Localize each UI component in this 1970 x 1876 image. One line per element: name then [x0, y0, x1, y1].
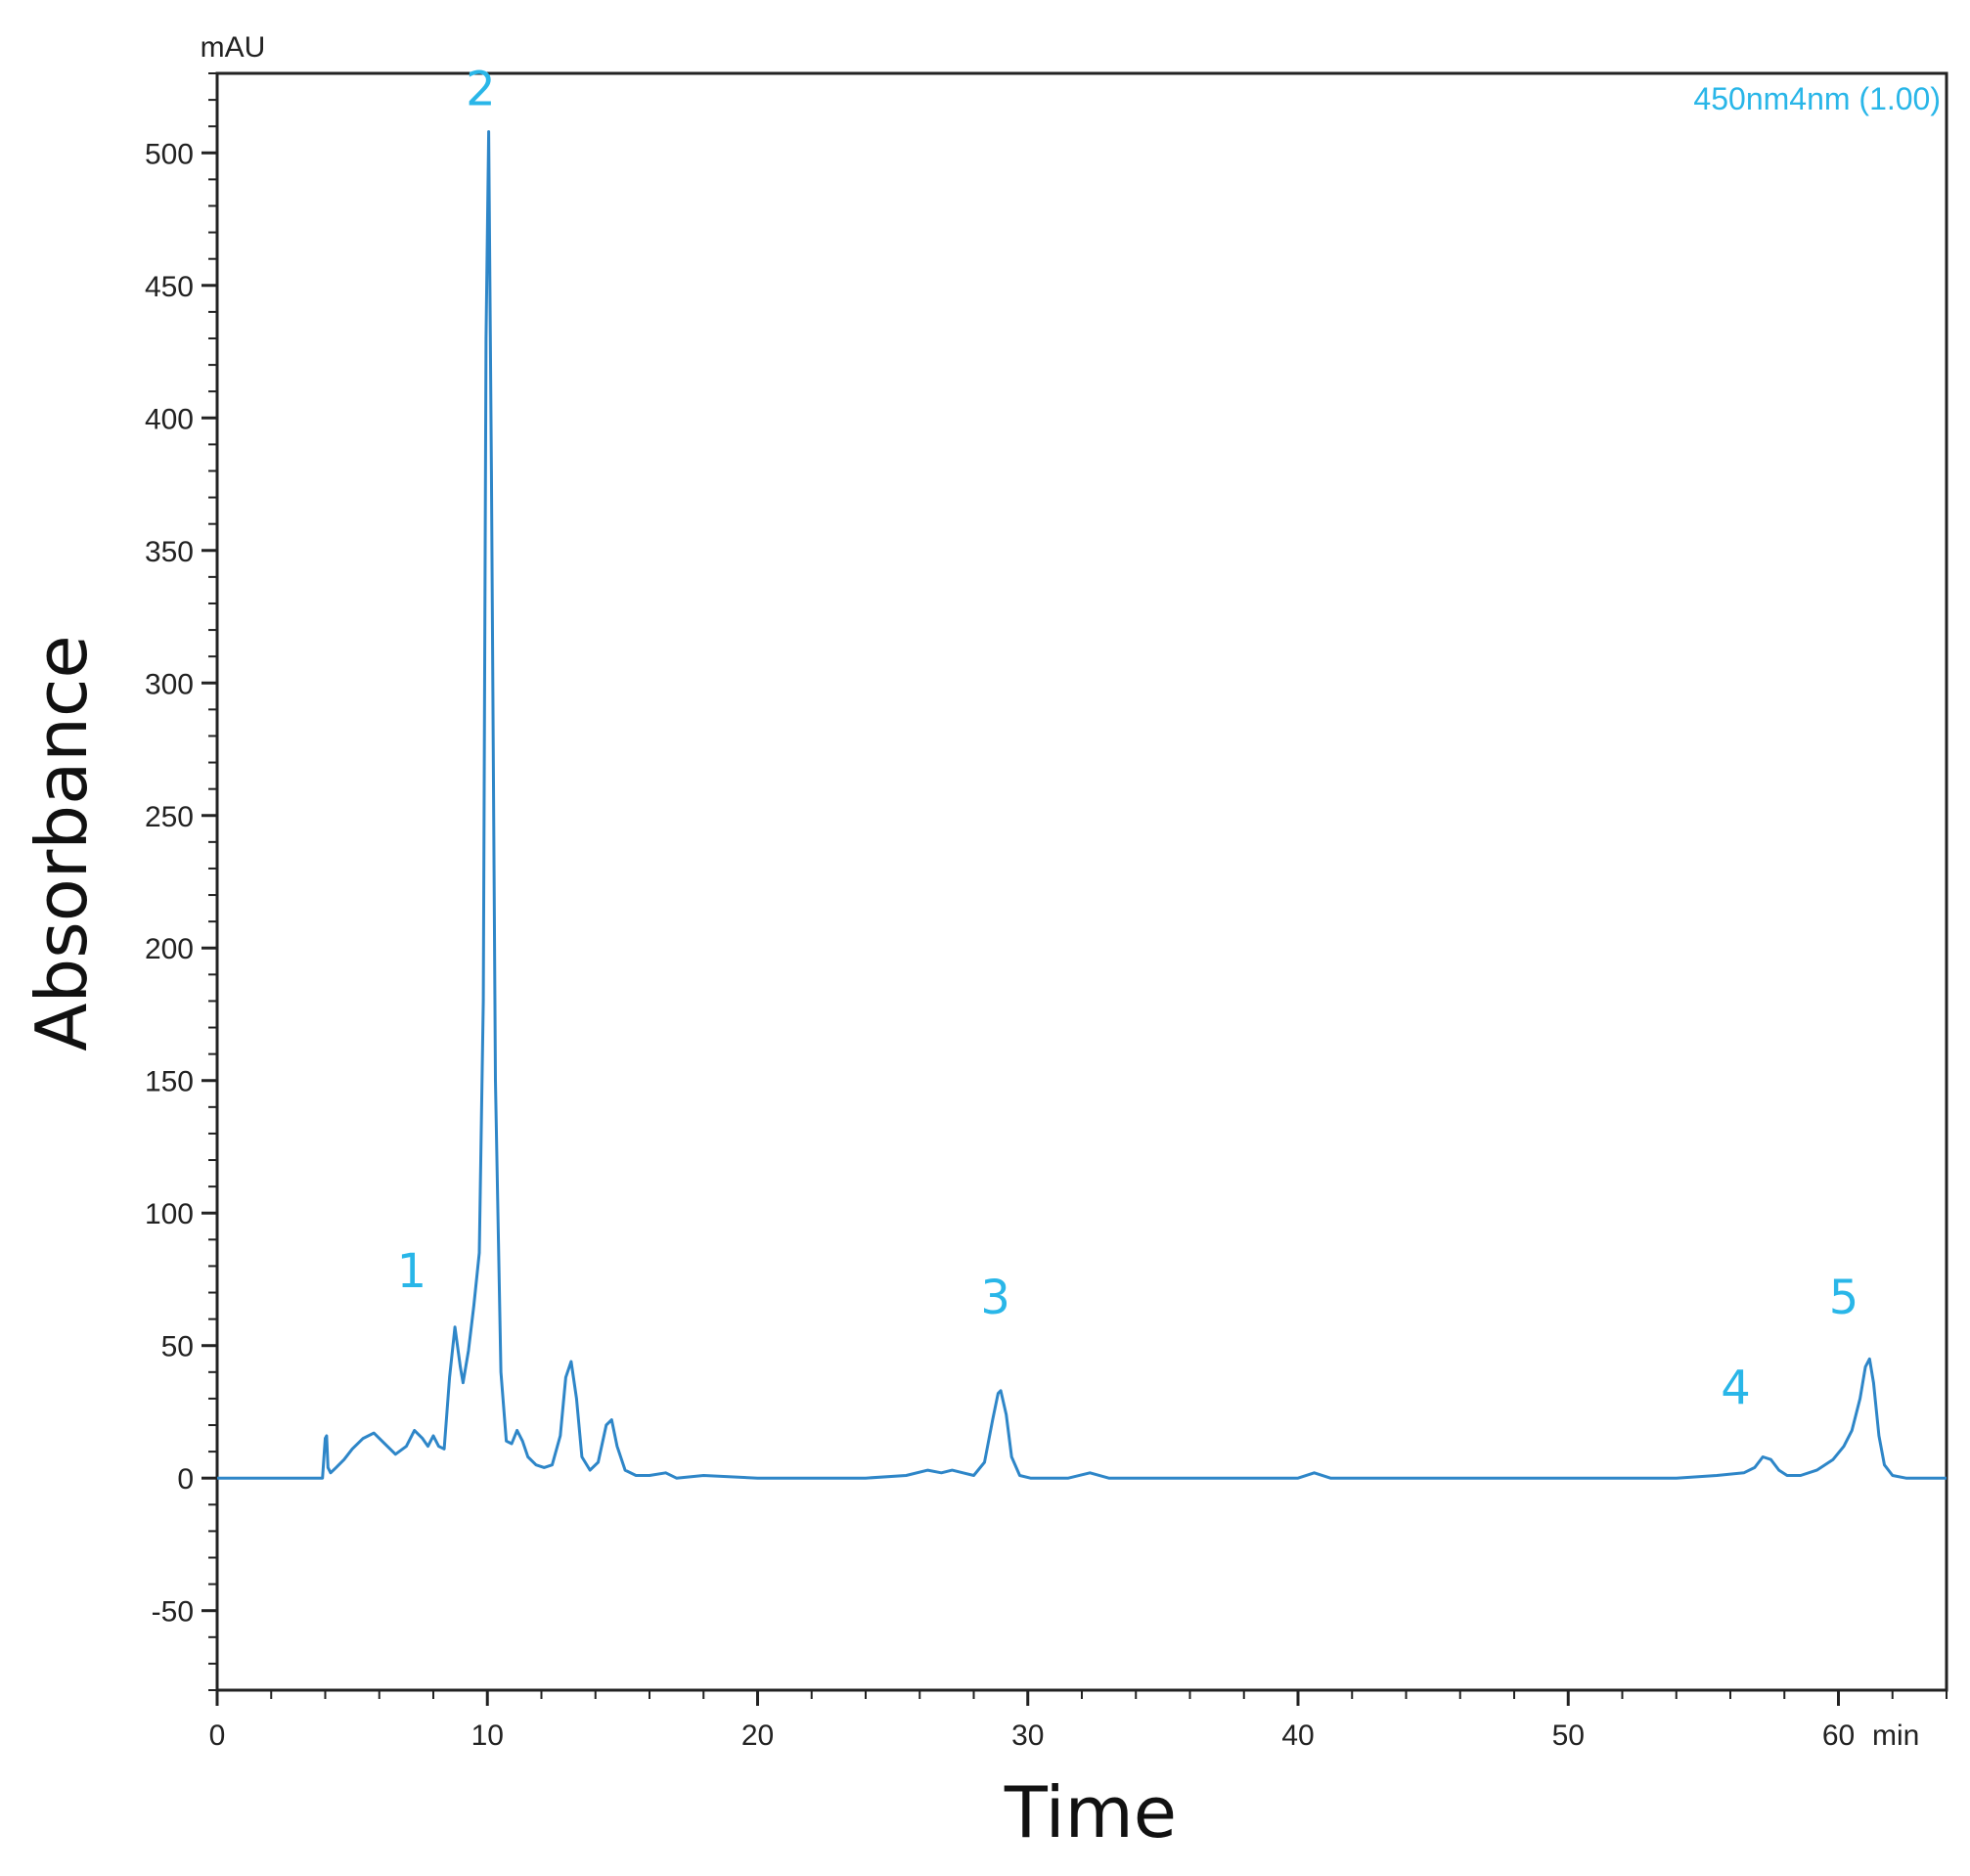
x-unit-label: min — [1872, 1720, 1919, 1752]
channel-label: 450nm4nm (1.00) — [1693, 81, 1941, 116]
peak-label-3: 3 — [980, 1271, 1010, 1325]
plot-area-frame — [215, 71, 1948, 1692]
x-tick-label: 60 — [1822, 1720, 1855, 1752]
y-tick-label: -50 — [152, 1596, 194, 1629]
x-tick-labels: 0 10 20 30 40 50 60 — [209, 1720, 1856, 1752]
y-tick-label: 350 — [145, 536, 194, 568]
y-tick-label: 500 — [145, 138, 194, 170]
y-tick-label: 50 — [161, 1331, 194, 1363]
series-line-450nm — [217, 130, 1947, 1480]
axis-ticks — [201, 72, 1948, 1706]
peak-label-4: 4 — [1721, 1361, 1751, 1415]
y-tick-label: 200 — [145, 933, 194, 965]
x-tick-label: 40 — [1281, 1720, 1314, 1752]
peak-label-1: 1 — [397, 1244, 427, 1299]
y-tick-labels: -50 0 50 100 150 200 250 300 350 400 450 500 — [145, 138, 194, 1628]
y-unit-label: mAU — [201, 31, 266, 64]
y-axis-title: Absorbance — [21, 635, 103, 1050]
y-tick-label: 100 — [145, 1198, 194, 1230]
x-tick-label: 30 — [1011, 1720, 1044, 1752]
x-tick-label: 10 — [471, 1720, 504, 1752]
y-tick-label: 400 — [145, 403, 194, 435]
y-tick-label: 450 — [145, 271, 194, 303]
y-tick-label: 300 — [145, 668, 194, 700]
x-tick-label: 0 — [209, 1720, 226, 1752]
y-tick-label: 150 — [145, 1066, 194, 1098]
x-tick-label: 20 — [741, 1720, 774, 1752]
peak-label-5: 5 — [1829, 1271, 1859, 1325]
x-tick-label: 50 — [1552, 1720, 1585, 1752]
y-tick-label: 0 — [177, 1463, 194, 1496]
x-axis-title: Time — [1004, 1771, 1177, 1854]
y-tick-label: 250 — [145, 801, 194, 833]
peak-labels: 1 2 3 4 5 — [397, 63, 1859, 1416]
peak-label-2: 2 — [466, 63, 496, 117]
